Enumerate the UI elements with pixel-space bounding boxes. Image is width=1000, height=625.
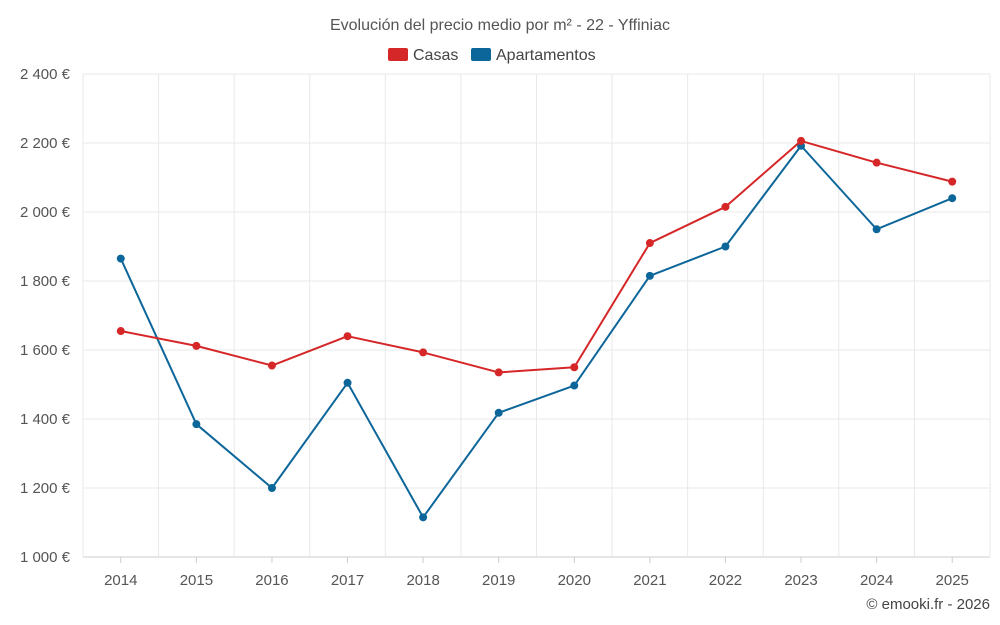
x-tick-label: 2022: [709, 572, 742, 589]
y-tick-label: 1 000 €: [20, 549, 71, 566]
series-casas: [116, 136, 957, 377]
y-tick-label: 2 000 €: [20, 204, 71, 221]
x-tick-label: 2019: [482, 572, 515, 589]
data-point-apartamentos[interactable]: [721, 242, 730, 251]
data-point-casas[interactable]: [721, 202, 730, 211]
data-point-casas[interactable]: [645, 239, 654, 248]
data-point-apartamentos[interactable]: [267, 484, 276, 492]
x-axis-ticks: 2014 2015 2016 2017 2018 2019 2020 2021 2022 2023…: [104, 557, 969, 589]
x-tick-label: 2020: [558, 572, 591, 589]
data-point-apartamentos[interactable]: [645, 271, 654, 280]
data-point-apartamentos[interactable]: [494, 408, 503, 417]
data-point-apartamentos[interactable]: [419, 513, 428, 522]
y-tick-label: 1 200 €: [20, 480, 71, 497]
data-point-casas[interactable]: [872, 158, 881, 167]
series-line-casas: [120, 139, 953, 374]
y-tick-label: 2 200 €: [20, 135, 71, 152]
y-tick-label: 1 800 €: [20, 273, 71, 290]
x-tick-label: 2018: [406, 572, 439, 589]
legend-swatch-apartamentos[interactable]: [471, 48, 491, 61]
series-line-apartamentos: [119, 144, 953, 519]
x-tick-label: 2017: [331, 572, 364, 589]
y-tick-label: 1 400 €: [20, 411, 71, 428]
data-point-casas[interactable]: [797, 136, 806, 145]
data-point-apartamentos[interactable]: [192, 420, 201, 429]
y-axis-ticks: 1 000 € 1 200 € 1 400 € 1 600 € 1 800 € 2 000…: [20, 66, 71, 566]
legend: Casas Apartamentos: [388, 47, 596, 64]
data-point-apartamentos[interactable]: [872, 225, 881, 234]
legend-label-casas[interactable]: Casas: [413, 47, 458, 64]
grid: [82, 73, 991, 558]
x-tick-label: 2016: [255, 572, 288, 589]
legend-label-apartamentos[interactable]: Apartamentos: [496, 47, 596, 64]
x-tick-label: 2025: [936, 572, 969, 589]
credit-text: © emooki.fr - 2026: [866, 596, 990, 613]
series: [116, 136, 957, 522]
data-point-casas[interactable]: [192, 341, 201, 350]
series-apartamentos: [116, 141, 957, 522]
data-point-casas[interactable]: [343, 332, 352, 341]
x-tick-label: 2023: [784, 572, 817, 589]
data-point-casas[interactable]: [570, 363, 579, 372]
data-point-casas[interactable]: [494, 368, 503, 377]
data-point-casas[interactable]: [948, 177, 957, 186]
y-tick-label: 1 600 €: [20, 342, 71, 359]
data-point-casas[interactable]: [116, 327, 125, 336]
x-tick-label: 2015: [180, 572, 213, 589]
data-point-casas[interactable]: [419, 348, 428, 357]
x-tick-label: 2024: [860, 572, 893, 589]
data-point-apartamentos[interactable]: [570, 381, 579, 390]
y-tick-label: 2 400 €: [20, 66, 71, 83]
data-point-apartamentos[interactable]: [948, 194, 957, 203]
legend-swatch-casas[interactable]: [388, 48, 408, 61]
chart-title: Evolución del precio medio por m² - 22 -…: [330, 17, 670, 34]
data-point-apartamentos[interactable]: [116, 254, 125, 263]
x-tick-label: 2021: [633, 572, 666, 589]
data-point-casas[interactable]: [267, 361, 276, 370]
x-tick-label: 2014: [104, 572, 137, 589]
data-point-apartamentos[interactable]: [343, 378, 352, 387]
